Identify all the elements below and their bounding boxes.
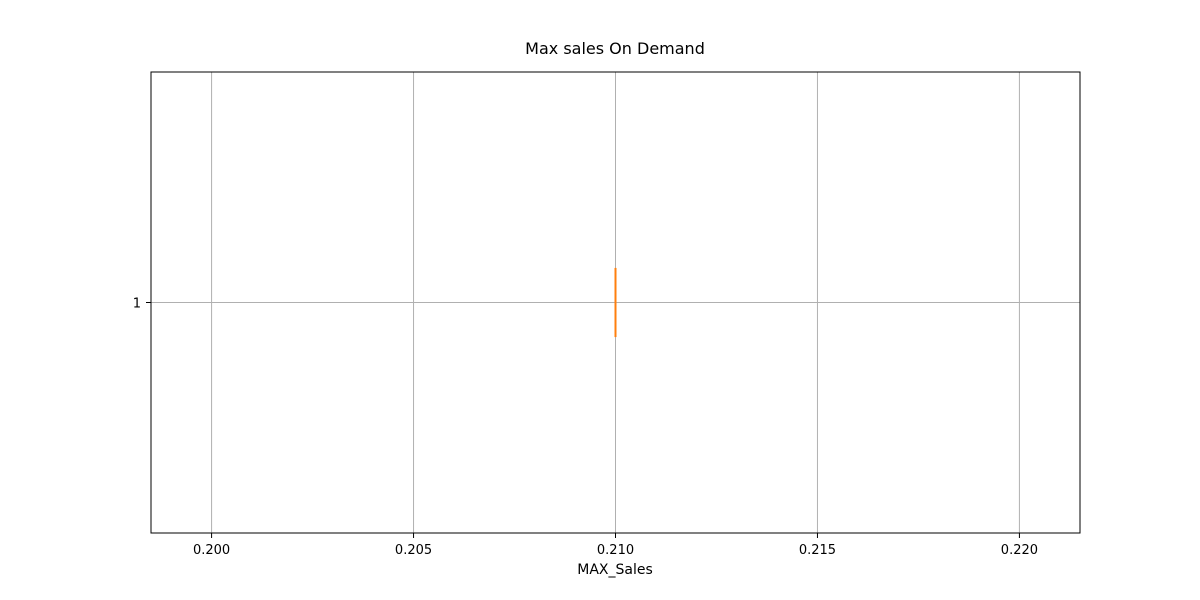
x-tick-label: 0.200 — [193, 543, 230, 558]
y-tick-label: 1 — [133, 297, 141, 312]
x-tick-label: 0.215 — [799, 543, 836, 558]
x-tick-label: 0.210 — [597, 543, 634, 558]
chart-title: Max sales On Demand — [525, 39, 705, 58]
x-axis-label: MAX_Sales — [577, 562, 653, 578]
x-tick-label: 0.205 — [395, 543, 432, 558]
x-tick-label: 0.220 — [1001, 543, 1038, 558]
tick-layer: 0.200 0.205 0.210 0.215 0.220 1 — [133, 297, 1038, 559]
